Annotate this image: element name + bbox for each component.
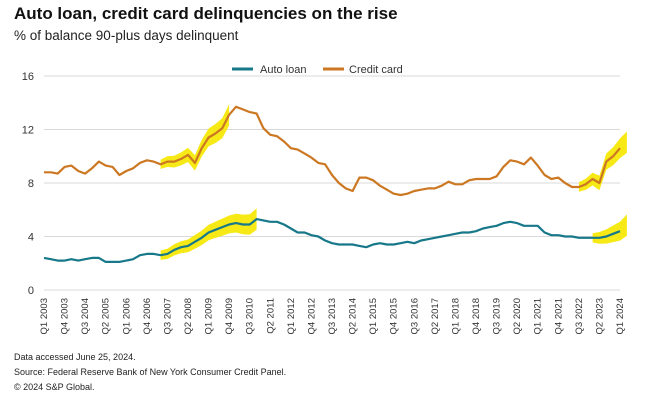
- highlight-band-credit-card: [160, 104, 230, 171]
- axes: 0 4 8 12 16 Q1 2003 Q4 2003 Q3 2004 Q2 2005 Q1 20…: [22, 71, 626, 334]
- delinquency-line-chart: 0 4 8 12 16 Q1 2003 Q4 2003 Q3 2004 Q2 2005 Q1 20…: [22, 64, 627, 334]
- x-tick-label: Q4 2021: [553, 298, 564, 334]
- footnote-source: Source: Federal Reserve Bank of New York…: [14, 367, 287, 377]
- x-tick-label: Q3 2022: [574, 298, 585, 334]
- x-tick-label: Q2 2023: [594, 298, 605, 334]
- x-tick-label: Q1 2003: [39, 298, 50, 334]
- x-tick-label: Q2 2005: [101, 298, 112, 334]
- legend-label-credit-card: Credit card: [349, 64, 403, 76]
- x-tick-label: Q4 2018: [471, 298, 482, 334]
- x-tick-label: Q3 2013: [327, 298, 338, 334]
- x-tick-label: Q1 2009: [204, 298, 215, 334]
- x-tick-label: Q1 2012: [286, 298, 297, 334]
- y-tick-label: 12: [22, 125, 34, 137]
- x-tick-label: Q2 2011: [265, 298, 276, 334]
- highlight-band-auto-loan: [592, 214, 627, 244]
- x-tick-label: Q4 2015: [389, 298, 400, 334]
- footnote-copyright: © 2024 S&P Global.: [14, 382, 95, 392]
- x-tick-label: Q3 2004: [80, 298, 91, 334]
- x-tick-label: Q3 2007: [162, 298, 173, 334]
- footnote-data-accessed: Data accessed June 25, 2024.: [14, 352, 136, 362]
- x-tick-label: Q1 2015: [368, 298, 379, 334]
- x-tick-label: Q3 2019: [492, 298, 503, 334]
- x-tick-label: Q1 2024: [615, 298, 626, 334]
- x-tick-label: Q2 2020: [512, 298, 523, 334]
- x-tick-label: Q1 2021: [533, 298, 544, 334]
- highlight-band-credit-card: [578, 131, 627, 192]
- series-line-credit-card: [44, 105, 621, 197]
- x-tick-label: Q1 2006: [121, 298, 132, 334]
- grid: [44, 75, 620, 291]
- x-tick-label: Q2 2014: [348, 298, 359, 334]
- legend-label-auto-loan: Auto loan: [260, 64, 306, 76]
- x-tick-label: Q4 2006: [142, 298, 153, 334]
- x-tick-label: Q3 2016: [409, 298, 420, 334]
- chart-title: Auto loan, credit card delinquencies on …: [14, 4, 398, 23]
- y-tick-label: 8: [28, 178, 34, 190]
- series-lines: [43, 105, 621, 263]
- x-tick-label: Q2 2017: [430, 298, 441, 334]
- x-tick-label: Q3 2010: [245, 298, 256, 334]
- y-tick-label: 16: [22, 71, 34, 83]
- y-tick-label: 0: [28, 285, 34, 297]
- x-tick-label: Q4 2009: [224, 298, 235, 334]
- x-tick-label: Q2 2008: [183, 298, 194, 334]
- y-tick-label: 4: [28, 232, 34, 244]
- x-tick-label: Q1 2018: [450, 298, 461, 334]
- chart-subtitle: % of balance 90-plus days delinquent: [14, 28, 239, 43]
- highlight-band-auto-loan: [160, 208, 257, 260]
- x-tick-label: Q4 2003: [60, 298, 71, 334]
- x-tick-label: Q4 2012: [306, 298, 317, 334]
- legend: Auto loan Credit card: [232, 64, 403, 76]
- series-line-auto-loan: [43, 218, 621, 263]
